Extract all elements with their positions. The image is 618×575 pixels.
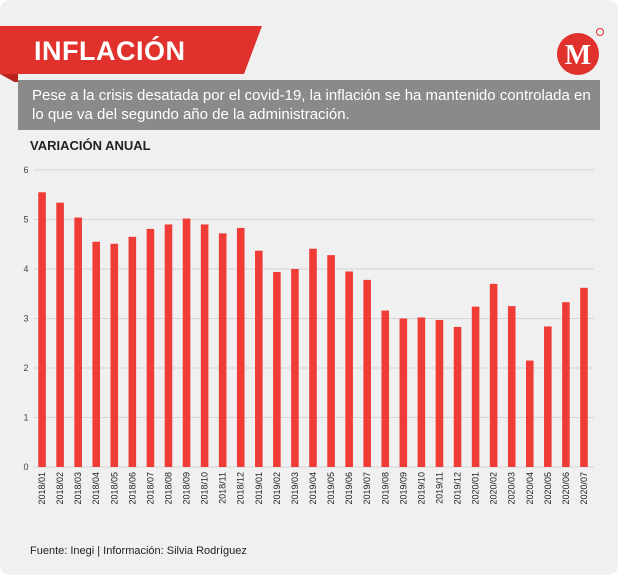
bar [417,317,426,467]
x-tick-label: 2019/01 [254,472,264,505]
x-tick-label: 2018/01 [37,472,47,505]
x-tick-label: 2018/11 [218,472,228,504]
subtitle-text: Pese a la crisis desatada por el covid-1… [32,87,591,123]
y-tick-label: 5 [23,215,28,225]
bar [38,192,46,467]
bar [345,271,353,467]
title-banner [0,26,262,82]
bar [146,228,155,467]
page-title: INFLACIÓN [34,36,186,66]
bar [507,306,516,467]
bar [182,218,191,467]
bar [399,318,408,467]
bar [309,248,317,467]
x-tick-label: 2019/05 [326,472,336,505]
x-tick-label: 2018/10 [200,472,210,505]
y-tick-label: 2 [23,363,28,373]
x-tick-label: 2019/08 [380,472,390,505]
x-tick-label: 2019/02 [272,472,282,505]
bar [453,326,462,467]
x-tick-label: 2020/04 [525,472,535,505]
x-tick-label: 2018/02 [55,472,65,505]
x-tick-label: 2018/12 [236,472,246,505]
logo-letter: M [565,40,591,71]
x-tick-label: 2019/12 [453,472,463,505]
source-note: Fuente: Inegi | Información: Silvia Rodr… [30,545,247,557]
x-tick-label: 2019/04 [308,472,318,505]
x-tick-label: 2020/05 [543,472,553,505]
bar [236,227,245,467]
bar [273,271,281,467]
bar [580,287,588,467]
x-tick-label: 2019/11 [434,472,444,504]
y-tick-label: 0 [23,462,28,472]
y-tick-label: 6 [23,165,28,175]
x-tick-label: 2018/06 [127,472,137,505]
x-tick-label: 2019/10 [416,472,426,505]
x-tick-label: 2018/09 [182,472,192,505]
x-tick-label: 2019/06 [344,472,354,505]
bar [200,224,209,467]
bar [544,326,552,467]
y-tick-label: 4 [23,264,28,274]
bar [525,360,534,467]
x-tick-label: 2018/07 [145,472,155,505]
x-tick-label: 2019/03 [290,472,300,505]
y-tick-label: 3 [23,314,28,324]
x-tick-label: 2020/06 [561,472,571,505]
x-tick-label: 2020/01 [471,472,481,505]
title-banner-shape [0,26,262,82]
bar [92,241,101,467]
bar [327,255,335,467]
bar [381,310,390,467]
bar [128,236,137,467]
bar [489,283,498,467]
bar [562,302,570,467]
bar [363,279,371,467]
bar [164,224,173,467]
x-tick-label: 2020/02 [489,472,499,505]
x-tick-label: 2020/07 [579,472,589,505]
bar [74,217,82,467]
bar [56,202,64,468]
x-tick-label: 2020/03 [507,472,517,505]
bar [255,250,263,467]
subtitle-box: Pese a la crisis desatada por el covid-1… [18,80,600,130]
x-tick-label: 2018/05 [109,472,119,505]
x-tick-label: 2018/03 [73,472,83,505]
bar [291,269,299,467]
milenio-logo-icon: M [557,28,604,75]
x-tick-label: 2018/08 [163,472,173,505]
x-tick-label: 2019/07 [362,472,372,505]
bar [218,233,227,467]
bar [110,243,119,467]
section-label: VARIACIÓN ANUAL [30,138,151,153]
y-tick-label: 1 [23,413,28,423]
x-tick-label: 2019/09 [398,472,408,505]
bar [471,306,480,467]
bar [435,319,444,467]
x-tick-label: 2018/04 [91,472,101,505]
